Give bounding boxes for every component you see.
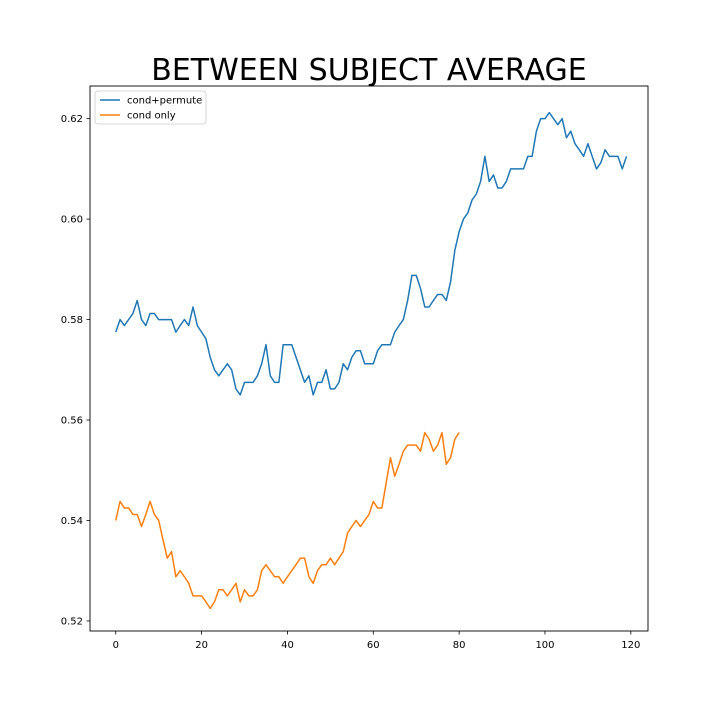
legend-label-1: cond only (127, 111, 176, 122)
legend-box (94, 90, 207, 125)
y-tick-label: 0.54 (61, 516, 83, 527)
plot-area (115, 111, 628, 610)
series-line-0 (115, 111, 628, 396)
axes-frame (89, 85, 649, 632)
y-tick-label: 0.56 (61, 416, 83, 427)
x-tick-label: 100 (535, 640, 554, 651)
y-tick-label: 0.60 (61, 215, 83, 226)
chart-title: BETWEEN SUBJECT AVERAGE (151, 53, 587, 88)
y-tick-label: 0.62 (61, 114, 83, 125)
x-tick-label: 0 (113, 640, 119, 651)
x-tick-label: 80 (453, 640, 466, 651)
legend: cond+permute cond only (94, 90, 207, 125)
y-tick-label: 0.52 (61, 616, 83, 627)
x-tick-label: 40 (281, 640, 294, 651)
x-tick-label: 120 (621, 640, 640, 651)
y-tick-label: 0.58 (61, 315, 83, 326)
x-tick-label: 60 (367, 640, 380, 651)
legend-label-0: cond+permute (127, 96, 202, 107)
series-line-1 (115, 431, 460, 610)
x-tick-label: 20 (195, 640, 208, 651)
